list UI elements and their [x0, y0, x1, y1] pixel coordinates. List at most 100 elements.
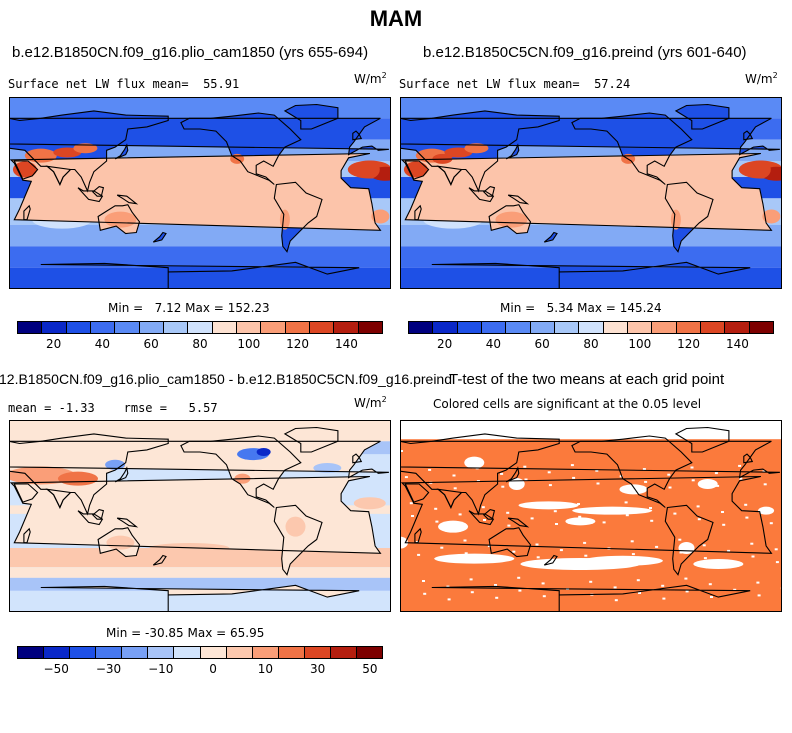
field-blob-australia [495, 211, 528, 228]
coastline-antarctica [431, 584, 751, 612]
coastline-greenland [283, 103, 339, 130]
map-frame [9, 420, 391, 612]
insig-patch-6 [619, 484, 648, 495]
insig-speck [469, 578, 473, 581]
insig-speck [523, 465, 527, 468]
insig-speck [679, 551, 683, 554]
panel3-max-label: Max = [187, 626, 227, 640]
insig-speck [423, 592, 427, 595]
coastline-uk [352, 130, 363, 141]
field-blob-gobi [464, 143, 489, 154]
panel1-units-exp: 2 [381, 71, 387, 80]
insig-speck [745, 516, 749, 519]
land-uk [743, 131, 753, 140]
insig-speck [517, 576, 521, 579]
coastline-borneo [91, 508, 105, 520]
coastline-madagascar [23, 527, 31, 544]
insig-speck [727, 549, 731, 552]
panel1-colorbar [17, 321, 383, 334]
coastline-greenland [674, 426, 730, 453]
field-blob-kalahari [762, 209, 781, 224]
coastline-antarctica [40, 584, 360, 612]
insig-speck [453, 487, 457, 490]
insig-speck [667, 473, 671, 476]
panel3-units: W/m2 [354, 395, 387, 410]
insig-speck [642, 468, 646, 471]
coastline-group [400, 103, 780, 289]
insig-speck [775, 561, 779, 564]
field-background [400, 420, 782, 612]
insig-speck [435, 520, 439, 523]
coastline-samerica [664, 181, 714, 253]
coastline-arabia [404, 483, 430, 503]
insig-speck [524, 478, 528, 481]
colorbar-swatch [261, 322, 286, 333]
coastline-nz [152, 554, 167, 566]
insig-speck [428, 468, 432, 471]
insig-speck [535, 543, 539, 546]
insig-speck [464, 552, 468, 555]
insig-speck [655, 545, 659, 548]
colorbar-tick-label: 30 [310, 662, 326, 676]
field-blob-atacama [279, 209, 290, 230]
insig-speck [750, 542, 754, 545]
colorbar-swatch [236, 322, 262, 333]
insig-patch-12 [565, 517, 596, 526]
panel2-colorbar [408, 321, 774, 334]
colorbar-swatch [148, 647, 175, 658]
insig-speck [678, 538, 682, 541]
coastline-madagascar [23, 204, 31, 221]
coastline-europe [400, 117, 780, 156]
coastline-indonesia [468, 187, 495, 203]
insig-speck [733, 588, 737, 591]
coastline-australia [488, 527, 532, 558]
land-africa [402, 153, 772, 231]
insig-speck [601, 508, 605, 511]
insig-speck [555, 523, 558, 525]
insig-speck [561, 561, 565, 564]
insig-speck [547, 471, 551, 474]
land-samerica [274, 505, 322, 575]
insig-speck [495, 596, 499, 599]
panel3-stats: mean = -1.33 rmse = 5.57 [8, 401, 218, 415]
insig-speck [500, 472, 504, 475]
panel3-mean-label: mean = [8, 401, 52, 415]
map-frame [400, 97, 782, 289]
insig-speck [434, 507, 438, 510]
coastline-india [436, 165, 463, 186]
insig-speck [507, 524, 511, 527]
insig-speck [447, 598, 451, 601]
insig-speck [661, 584, 665, 587]
coastline-newguinea [116, 194, 139, 205]
field-band-s-subpolar [9, 567, 391, 578]
coastline-india [436, 488, 463, 509]
panel3-units-text: W/m [354, 396, 382, 410]
panel2-min-label: Min = [500, 301, 536, 315]
coastline-indonesia [77, 510, 104, 526]
coastline-nz [152, 231, 167, 243]
page-title: MAM [369, 6, 423, 31]
panel3-case-title: b.e12.B1850CN.f09_g16.plio_cam1850 - b.e… [0, 371, 452, 387]
panel2-units-text: W/m [745, 72, 773, 86]
coastline-arabia [404, 160, 430, 180]
land-europe [9, 441, 389, 478]
insig-speck [644, 480, 648, 483]
panel1-mean: 55.91 [203, 77, 240, 91]
panel3-rmse: 5.57 [188, 401, 218, 415]
colorbar-swatch [749, 322, 773, 333]
field-blob-sahara-east [359, 160, 380, 179]
insig-speck [553, 510, 557, 513]
field-blob-kalahari [371, 209, 390, 224]
field-blob-tibet [57, 471, 98, 486]
insig-speck [684, 577, 688, 580]
insig-speck [559, 549, 563, 552]
insig-speck [596, 482, 600, 485]
insig-speck [409, 502, 413, 505]
colorbar-swatch [330, 647, 358, 658]
coastline-japan [505, 143, 520, 160]
field-blob-sahel [353, 497, 386, 510]
panel1-max-label: Max = [185, 301, 224, 315]
panel3-colorbar [17, 646, 383, 659]
panel2-max: 145.24 [619, 301, 662, 315]
coastline-namerica [180, 112, 302, 185]
